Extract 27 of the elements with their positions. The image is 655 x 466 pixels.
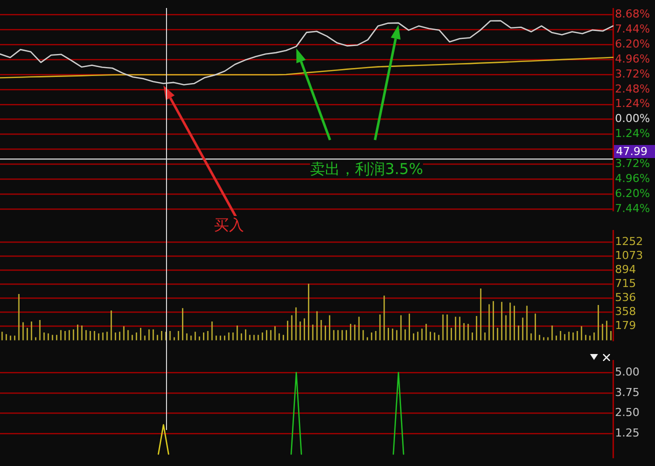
annotation: 卖出，利润3.5% (310, 160, 424, 178)
y-tick-label: 358 (615, 305, 636, 318)
y-tick-label: 6.20% (615, 186, 650, 200)
y-tick-label: 894 (615, 262, 636, 276)
y-tick-label: 1.25 (615, 426, 640, 440)
y-tick-label: 3.75 (615, 386, 640, 399)
y-tick-label: 2.48% (615, 82, 650, 96)
y-tick-label: 3.72% (615, 67, 650, 80)
y-tick-label: 2.50 (615, 406, 640, 420)
y-tick-label: 7.44% (615, 202, 650, 215)
y-tick-label: 3.72% (615, 156, 650, 170)
y-tick-label: 5.00 (615, 365, 640, 378)
y-tick-label: 4.96% (615, 52, 650, 66)
y-tick-label: 1073 (615, 248, 643, 262)
y-tick-label: 715 (615, 277, 636, 290)
y-tick-label: 179 (615, 319, 636, 332)
y-tick-label: 1.24% (615, 127, 650, 140)
y-tick-label: 1252 (615, 234, 643, 248)
y-tick-label: 0.00% (615, 112, 650, 126)
y-tick-label: 4.96% (615, 172, 650, 185)
annotation: 买入 (214, 216, 244, 234)
y-tick-label: 6.20% (615, 37, 650, 50)
y-tick-label: 1.24% (615, 97, 650, 110)
y-tick-label: 8.68% (615, 8, 650, 21)
y-tick-label: 536 (615, 291, 636, 304)
text: 47.99 (614, 145, 655, 158)
y-tick-label: 7.44% (615, 22, 650, 36)
